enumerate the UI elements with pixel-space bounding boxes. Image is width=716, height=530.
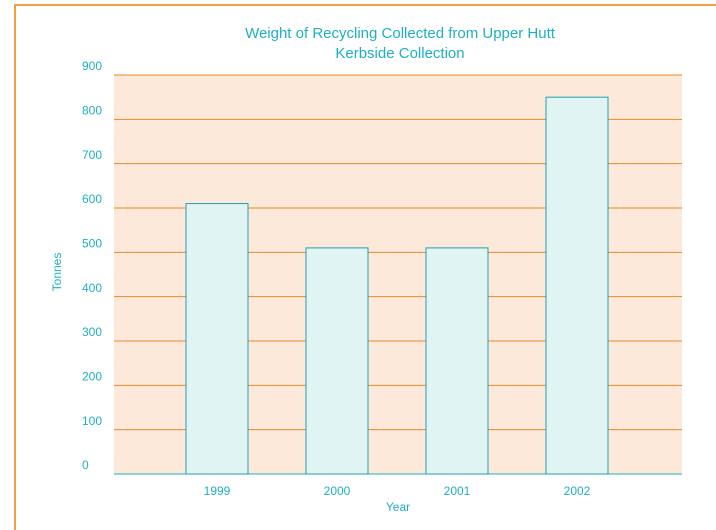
y-tick-label: 900 xyxy=(82,59,102,73)
bar xyxy=(305,247,369,475)
y-tick-label: 100 xyxy=(82,414,102,428)
y-tick-label: 0 xyxy=(82,458,89,472)
bar xyxy=(185,203,249,475)
y-tick-label: 500 xyxy=(82,237,102,251)
bar xyxy=(425,247,489,475)
y-tick-label: 800 xyxy=(82,104,102,118)
y-tick-label: 700 xyxy=(82,148,102,162)
x-tick-label: 2002 xyxy=(564,484,591,498)
x-axis-label: Year xyxy=(386,500,410,514)
y-tick-label: 300 xyxy=(82,325,102,339)
frame xyxy=(14,4,716,530)
y-tick-label: 400 xyxy=(82,281,102,295)
chart-title: Weight of Recycling Collected from Upper… xyxy=(245,25,555,62)
x-tick-label: 2001 xyxy=(444,484,471,498)
y-tick-label: 600 xyxy=(82,192,102,206)
y-tick-label: 200 xyxy=(82,370,102,384)
y-axis-label: Tonnes xyxy=(50,253,64,292)
bar xyxy=(545,96,609,475)
x-tick-label: 2000 xyxy=(324,484,351,498)
x-tick-label: 1999 xyxy=(204,484,231,498)
